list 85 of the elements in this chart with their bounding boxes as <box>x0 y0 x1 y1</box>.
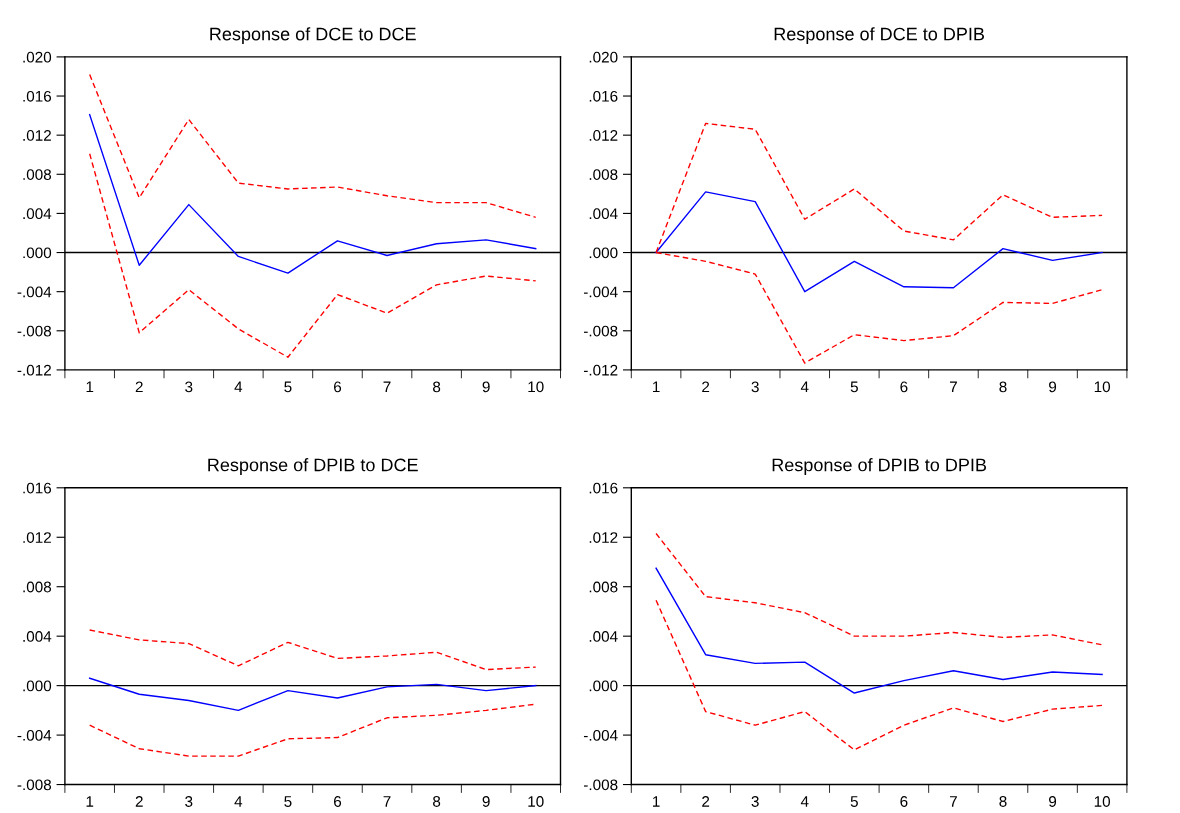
y-tick-label: -.008 <box>17 325 52 337</box>
x-tick-label: 2 <box>135 381 143 393</box>
y-tick-label: .000 <box>23 680 52 692</box>
y-tick-label: .020 <box>589 51 618 63</box>
x-tick-label: 9 <box>1049 381 1057 393</box>
y-tick-label: -.004 <box>17 729 52 741</box>
x-tick-label: 1 <box>653 381 660 393</box>
y-tick-label: .016 <box>589 482 618 494</box>
y-tick-label: .016 <box>589 90 618 102</box>
line-series <box>88 677 537 712</box>
x-tick-label: 4 <box>800 381 809 393</box>
y-tick-label: .012 <box>23 130 51 141</box>
y-tick-label: -.004 <box>583 729 618 741</box>
x-tick-label: 5 <box>284 381 292 393</box>
y-tick-label: .012 <box>589 532 618 543</box>
line-series <box>655 599 1103 751</box>
y-tick-label: .012 <box>589 130 618 141</box>
y-tick-label: .008 <box>589 169 618 180</box>
y-tick-label: .012 <box>23 532 51 543</box>
x-tick-label: 8 <box>999 381 1007 393</box>
y-tick-label: .004 <box>23 631 52 642</box>
x-tick-label: 2 <box>135 796 143 807</box>
y-tick-label: .004 <box>23 208 52 220</box>
x-tick-label: 7 <box>383 381 391 393</box>
x-tick-label: 4 <box>234 381 243 393</box>
x-tick-label: 5 <box>284 796 292 807</box>
line-series <box>88 153 537 358</box>
x-tick-label: 8 <box>433 796 441 807</box>
x-tick-label: 1 <box>653 796 660 807</box>
x-tick-label: 6 <box>900 381 908 393</box>
y-tick-label: -.008 <box>17 779 52 791</box>
x-tick-label: 4 <box>800 796 809 807</box>
x-tick-label: 2 <box>702 796 710 807</box>
x-tick-label: 9 <box>482 381 490 393</box>
y-tick-label: .004 <box>589 208 618 220</box>
chart-title: Response of DCE to DCE <box>210 27 416 44</box>
y-tick-label: .008 <box>589 581 618 593</box>
y-tick-label: -.008 <box>583 779 618 791</box>
y-tick-label: .000 <box>23 247 52 259</box>
x-tick-label: 10 <box>1094 381 1111 393</box>
line-series <box>655 191 1103 293</box>
x-tick-label: 3 <box>185 796 193 807</box>
x-tick-label: 5 <box>850 381 858 393</box>
x-tick-label: 7 <box>383 796 391 807</box>
y-tick-label: .000 <box>589 680 618 692</box>
chart-title: Response of DCE to DPIB <box>774 27 985 44</box>
x-tick-label: 8 <box>433 381 441 393</box>
y-tick-label: .008 <box>23 581 52 593</box>
y-tick-label: .016 <box>23 482 52 494</box>
x-tick-label: 3 <box>751 381 759 393</box>
line-series <box>655 567 1103 694</box>
x-tick-label: 6 <box>334 381 342 393</box>
line-series <box>88 629 537 671</box>
x-tick-label: 8 <box>999 796 1007 807</box>
x-tick-label: 3 <box>751 796 759 807</box>
y-tick-label: .016 <box>23 90 52 102</box>
y-tick-label: .000 <box>589 247 618 259</box>
y-tick-label: .008 <box>23 169 52 180</box>
x-tick-label: 10 <box>528 796 544 807</box>
line-series <box>655 532 1103 646</box>
x-tick-label: 6 <box>334 796 342 807</box>
x-tick-label: 6 <box>900 796 908 807</box>
chart-title: Response of DPIB to DCE <box>208 458 418 475</box>
line-series <box>88 73 537 219</box>
x-tick-label: 1 <box>86 796 94 807</box>
x-tick-label: 9 <box>482 796 490 807</box>
x-tick-label: 1 <box>86 381 94 393</box>
x-tick-label: 3 <box>185 381 193 393</box>
line-series <box>88 113 537 274</box>
chart-title: Response of DPIB to DPIB <box>772 458 987 475</box>
y-tick-label: -.004 <box>583 286 618 298</box>
x-tick-label: 10 <box>1094 796 1111 807</box>
y-tick-label: .020 <box>23 51 52 63</box>
x-tick-label: 5 <box>850 796 858 807</box>
y-tick-label: -.012 <box>17 364 51 376</box>
x-tick-label: 9 <box>1049 796 1057 807</box>
y-tick-label: .004 <box>589 631 618 642</box>
y-tick-label: -.008 <box>583 325 618 337</box>
x-tick-label: 7 <box>949 796 957 807</box>
y-tick-label: -.004 <box>17 286 52 298</box>
y-tick-label: -.012 <box>583 364 618 376</box>
x-tick-label: 7 <box>949 381 957 393</box>
x-tick-label: 2 <box>702 381 710 393</box>
x-tick-label: 4 <box>234 796 243 807</box>
x-tick-label: 10 <box>528 381 544 393</box>
